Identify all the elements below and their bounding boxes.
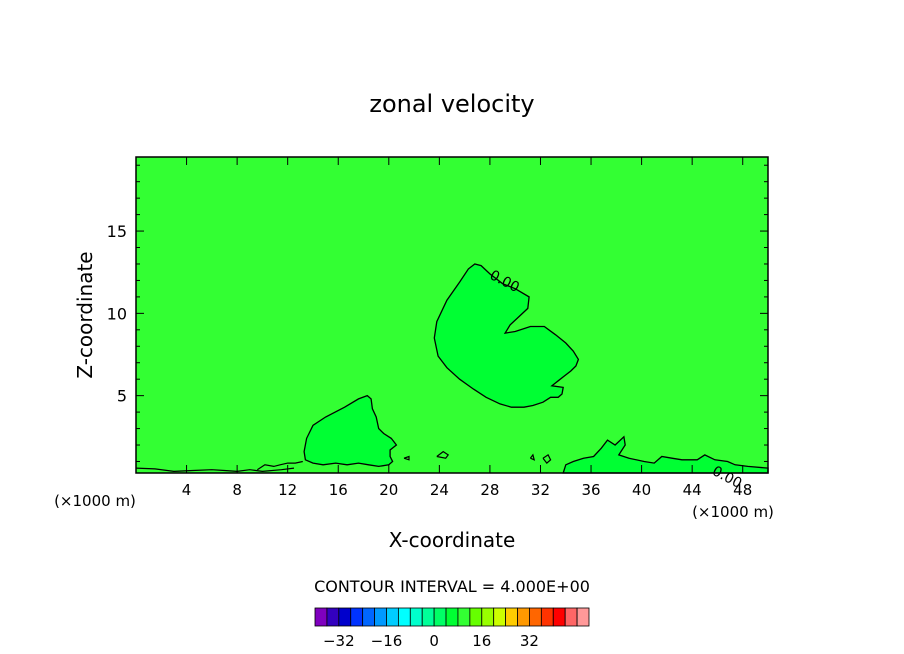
plot-area: 0.000.00 bbox=[135, 156, 769, 492]
colorbar-swatch bbox=[326, 607, 340, 627]
colorbar-swatch bbox=[409, 607, 423, 627]
y-tick-label: 15 bbox=[107, 222, 127, 241]
x-unit-right: (×1000 m) bbox=[692, 503, 774, 521]
colorbar-swatch bbox=[386, 607, 399, 627]
contour-region-3 bbox=[562, 435, 769, 474]
y-tick-label: 10 bbox=[107, 304, 127, 323]
colorbar-swatch bbox=[505, 607, 518, 627]
colorbar-swatch bbox=[314, 607, 328, 627]
colorbar-tick-label: 32 bbox=[520, 632, 539, 650]
colorbar-swatch bbox=[457, 607, 471, 627]
y-axis-label: Z-coordinate bbox=[73, 251, 97, 378]
colorbar-swatch bbox=[362, 607, 375, 627]
x-tick-label: 8 bbox=[232, 481, 242, 499]
colorbar-swatch bbox=[481, 607, 495, 627]
x-tick-label: 36 bbox=[581, 481, 600, 499]
contour-line-6 bbox=[529, 453, 536, 461]
chart-title: zonal velocity bbox=[369, 90, 534, 118]
contour-line-3 bbox=[436, 450, 450, 459]
colorbar-tick-label: −16 bbox=[371, 632, 403, 650]
colorbar-swatch bbox=[445, 607, 459, 627]
y-tick-label: 5 bbox=[117, 387, 127, 406]
x-tick-label: 12 bbox=[278, 481, 297, 499]
colorbar-tick-label: 0 bbox=[429, 632, 439, 650]
contour-region-2 bbox=[303, 394, 398, 468]
contour-line-5 bbox=[542, 454, 552, 464]
colorbar-swatch bbox=[564, 607, 578, 627]
contour-line-4 bbox=[403, 455, 410, 461]
colorbar-swatch bbox=[529, 607, 542, 627]
colorbar-swatch bbox=[350, 607, 364, 627]
colorbar-tick-label: −32 bbox=[323, 632, 355, 650]
x-tick-label: 24 bbox=[430, 481, 449, 499]
colorbar-swatch bbox=[397, 607, 411, 627]
colorbar-swatch bbox=[374, 607, 387, 627]
y-axis: 5 10 15 bbox=[107, 164, 768, 462]
x-tick-label: 16 bbox=[329, 481, 348, 499]
contour-interval-text: CONTOUR INTERVAL = 4.000E+00 bbox=[314, 577, 590, 596]
x-tick-label: 32 bbox=[531, 481, 550, 499]
contour-region-1 bbox=[433, 263, 580, 408]
x-tick-label: 40 bbox=[632, 481, 651, 499]
colorbar-swatch bbox=[433, 607, 447, 627]
x-tick-label: 4 bbox=[182, 481, 192, 499]
x-tick-label: 48 bbox=[733, 481, 752, 499]
colorbar-tick-label: 16 bbox=[472, 632, 491, 650]
x-axis-label: X-coordinate bbox=[389, 528, 516, 552]
plot-frame bbox=[135, 156, 769, 474]
colorbar-swatch bbox=[552, 607, 566, 627]
colorbar-swatch bbox=[540, 607, 554, 627]
x-tick-label: 44 bbox=[683, 481, 702, 499]
x-tick-label: 20 bbox=[379, 481, 398, 499]
colorbar-swatch bbox=[517, 607, 530, 627]
colorbar-swatch bbox=[469, 607, 483, 627]
colorbar-swatch bbox=[576, 607, 590, 627]
colorbar-swatch bbox=[493, 607, 507, 627]
colorbar-swatch bbox=[338, 607, 352, 627]
contour-line-2 bbox=[256, 460, 303, 471]
x-axis: 4 8 12 16 20 24 28 32 36 40 44 48 bbox=[182, 157, 752, 499]
colorbar: −32 −16 0 16 32 bbox=[314, 607, 590, 650]
contour-line-1 bbox=[135, 467, 295, 473]
x-unit-left: (×1000 m) bbox=[54, 492, 136, 510]
colorbar-swatch bbox=[421, 607, 435, 627]
x-tick-label: 28 bbox=[480, 481, 499, 499]
